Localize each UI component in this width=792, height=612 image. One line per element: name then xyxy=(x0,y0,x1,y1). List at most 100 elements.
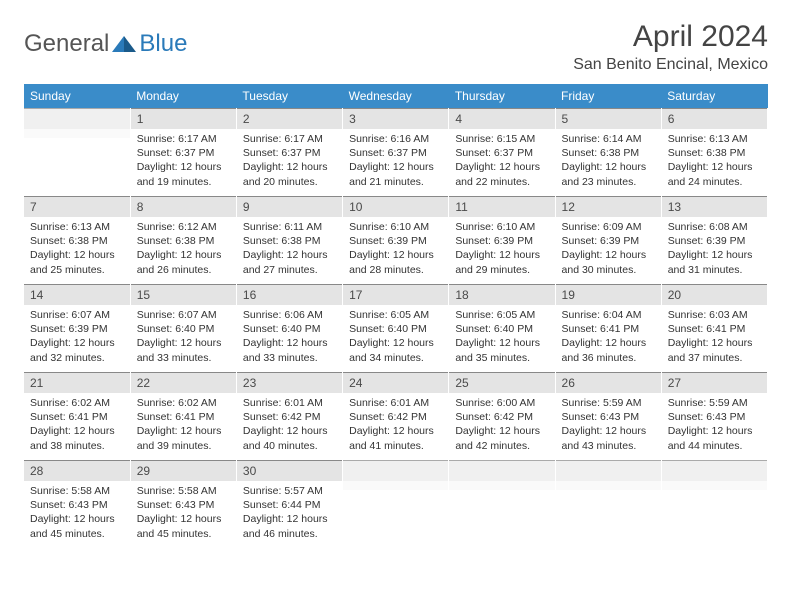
day-content: Sunrise: 6:08 AMSunset: 6:39 PMDaylight:… xyxy=(662,217,767,283)
day-cell: 17Sunrise: 6:05 AMSunset: 6:40 PMDayligh… xyxy=(343,284,449,372)
day-cell: 21Sunrise: 6:02 AMSunset: 6:41 PMDayligh… xyxy=(24,372,130,460)
day-content: Sunrise: 5:57 AMSunset: 6:44 PMDaylight:… xyxy=(237,481,342,547)
sunset-text: Sunset: 6:41 PM xyxy=(562,322,655,336)
day-content: Sunrise: 5:58 AMSunset: 6:43 PMDaylight:… xyxy=(24,481,130,547)
day-number xyxy=(343,460,448,481)
day-header: Wednesday xyxy=(343,84,449,108)
daylight-text: Daylight: 12 hours and 36 minutes. xyxy=(562,336,655,364)
sunrise-text: Sunrise: 6:10 AM xyxy=(349,220,442,234)
sunset-text: Sunset: 6:43 PM xyxy=(668,410,761,424)
day-cell: 18Sunrise: 6:05 AMSunset: 6:40 PMDayligh… xyxy=(449,284,555,372)
day-content: Sunrise: 6:15 AMSunset: 6:37 PMDaylight:… xyxy=(449,129,554,195)
daylight-text: Daylight: 12 hours and 38 minutes. xyxy=(30,424,124,452)
sunset-text: Sunset: 6:37 PM xyxy=(455,146,548,160)
day-content: Sunrise: 6:05 AMSunset: 6:40 PMDaylight:… xyxy=(343,305,448,371)
day-content: Sunrise: 6:03 AMSunset: 6:41 PMDaylight:… xyxy=(662,305,767,371)
sunrise-text: Sunrise: 5:58 AM xyxy=(30,484,124,498)
sunset-text: Sunset: 6:40 PM xyxy=(349,322,442,336)
day-content xyxy=(24,129,130,138)
day-number: 28 xyxy=(24,460,130,481)
sunset-text: Sunset: 6:42 PM xyxy=(455,410,548,424)
day-header: Thursday xyxy=(449,84,555,108)
sunrise-text: Sunrise: 6:17 AM xyxy=(243,132,336,146)
day-cell: 7Sunrise: 6:13 AMSunset: 6:38 PMDaylight… xyxy=(24,196,130,284)
day-number: 16 xyxy=(237,284,342,305)
day-cell: 27Sunrise: 5:59 AMSunset: 6:43 PMDayligh… xyxy=(661,372,767,460)
week-row: 28Sunrise: 5:58 AMSunset: 6:43 PMDayligh… xyxy=(24,460,768,548)
month-title: April 2024 xyxy=(573,20,768,54)
day-number: 19 xyxy=(556,284,661,305)
sunset-text: Sunset: 6:37 PM xyxy=(349,146,442,160)
daylight-text: Daylight: 12 hours and 40 minutes. xyxy=(243,424,336,452)
title-block: April 2024 San Benito Encinal, Mexico xyxy=(573,20,768,74)
day-cell: 12Sunrise: 6:09 AMSunset: 6:39 PMDayligh… xyxy=(555,196,661,284)
day-content: Sunrise: 5:58 AMSunset: 6:43 PMDaylight:… xyxy=(131,481,236,547)
day-content: Sunrise: 6:17 AMSunset: 6:37 PMDaylight:… xyxy=(131,129,236,195)
sunset-text: Sunset: 6:40 PM xyxy=(455,322,548,336)
day-content: Sunrise: 6:02 AMSunset: 6:41 PMDaylight:… xyxy=(131,393,236,459)
logo: General Blue xyxy=(24,30,187,58)
day-content: Sunrise: 6:12 AMSunset: 6:38 PMDaylight:… xyxy=(131,217,236,283)
day-content: Sunrise: 6:02 AMSunset: 6:41 PMDaylight:… xyxy=(24,393,130,459)
daylight-text: Daylight: 12 hours and 46 minutes. xyxy=(243,512,336,540)
sunrise-text: Sunrise: 6:05 AM xyxy=(455,308,548,322)
sunset-text: Sunset: 6:39 PM xyxy=(455,234,548,248)
day-cell: 19Sunrise: 6:04 AMSunset: 6:41 PMDayligh… xyxy=(555,284,661,372)
day-number: 5 xyxy=(556,108,661,129)
day-cell: 14Sunrise: 6:07 AMSunset: 6:39 PMDayligh… xyxy=(24,284,130,372)
day-content: Sunrise: 6:01 AMSunset: 6:42 PMDaylight:… xyxy=(343,393,448,459)
sunset-text: Sunset: 6:40 PM xyxy=(243,322,336,336)
sunrise-text: Sunrise: 5:59 AM xyxy=(562,396,655,410)
day-number xyxy=(449,460,554,481)
sunset-text: Sunset: 6:40 PM xyxy=(137,322,230,336)
day-content: Sunrise: 6:13 AMSunset: 6:38 PMDaylight:… xyxy=(24,217,130,283)
day-cell: 29Sunrise: 5:58 AMSunset: 6:43 PMDayligh… xyxy=(130,460,236,548)
sunset-text: Sunset: 6:43 PM xyxy=(30,498,124,512)
daylight-text: Daylight: 12 hours and 21 minutes. xyxy=(349,160,442,188)
day-number: 7 xyxy=(24,196,130,217)
day-content xyxy=(556,481,661,490)
day-content: Sunrise: 6:05 AMSunset: 6:40 PMDaylight:… xyxy=(449,305,554,371)
day-cell: 30Sunrise: 5:57 AMSunset: 6:44 PMDayligh… xyxy=(236,460,342,548)
sunrise-text: Sunrise: 6:05 AM xyxy=(349,308,442,322)
day-number: 21 xyxy=(24,372,130,393)
day-cell: 10Sunrise: 6:10 AMSunset: 6:39 PMDayligh… xyxy=(343,196,449,284)
daylight-text: Daylight: 12 hours and 25 minutes. xyxy=(30,248,124,276)
sunrise-text: Sunrise: 6:15 AM xyxy=(455,132,548,146)
sunset-text: Sunset: 6:39 PM xyxy=(562,234,655,248)
sunrise-text: Sunrise: 5:58 AM xyxy=(137,484,230,498)
day-number: 15 xyxy=(131,284,236,305)
daylight-text: Daylight: 12 hours and 33 minutes. xyxy=(243,336,336,364)
sunset-text: Sunset: 6:41 PM xyxy=(668,322,761,336)
day-cell xyxy=(343,460,449,548)
sunrise-text: Sunrise: 6:01 AM xyxy=(243,396,336,410)
day-content: Sunrise: 6:14 AMSunset: 6:38 PMDaylight:… xyxy=(556,129,661,195)
week-row: 21Sunrise: 6:02 AMSunset: 6:41 PMDayligh… xyxy=(24,372,768,460)
day-number: 12 xyxy=(556,196,661,217)
day-content xyxy=(449,481,554,490)
daylight-text: Daylight: 12 hours and 45 minutes. xyxy=(137,512,230,540)
calendar-table: Sunday Monday Tuesday Wednesday Thursday… xyxy=(24,84,768,548)
daylight-text: Daylight: 12 hours and 23 minutes. xyxy=(562,160,655,188)
daylight-text: Daylight: 12 hours and 26 minutes. xyxy=(137,248,230,276)
day-header: Tuesday xyxy=(236,84,342,108)
daylight-text: Daylight: 12 hours and 43 minutes. xyxy=(562,424,655,452)
sunset-text: Sunset: 6:38 PM xyxy=(30,234,124,248)
daylight-text: Daylight: 12 hours and 27 minutes. xyxy=(243,248,336,276)
sunrise-text: Sunrise: 6:17 AM xyxy=(137,132,230,146)
header: General Blue April 2024 San Benito Encin… xyxy=(24,20,768,74)
day-cell: 13Sunrise: 6:08 AMSunset: 6:39 PMDayligh… xyxy=(661,196,767,284)
day-number: 10 xyxy=(343,196,448,217)
day-cell: 22Sunrise: 6:02 AMSunset: 6:41 PMDayligh… xyxy=(130,372,236,460)
sunset-text: Sunset: 6:38 PM xyxy=(243,234,336,248)
day-number: 3 xyxy=(343,108,448,129)
sunset-text: Sunset: 6:43 PM xyxy=(137,498,230,512)
day-cell: 16Sunrise: 6:06 AMSunset: 6:40 PMDayligh… xyxy=(236,284,342,372)
sunrise-text: Sunrise: 6:07 AM xyxy=(137,308,230,322)
sunset-text: Sunset: 6:42 PM xyxy=(243,410,336,424)
sunset-text: Sunset: 6:38 PM xyxy=(137,234,230,248)
sunrise-text: Sunrise: 6:10 AM xyxy=(455,220,548,234)
day-cell: 2Sunrise: 6:17 AMSunset: 6:37 PMDaylight… xyxy=(236,108,342,196)
day-content: Sunrise: 6:10 AMSunset: 6:39 PMDaylight:… xyxy=(343,217,448,283)
sunset-text: Sunset: 6:41 PM xyxy=(137,410,230,424)
